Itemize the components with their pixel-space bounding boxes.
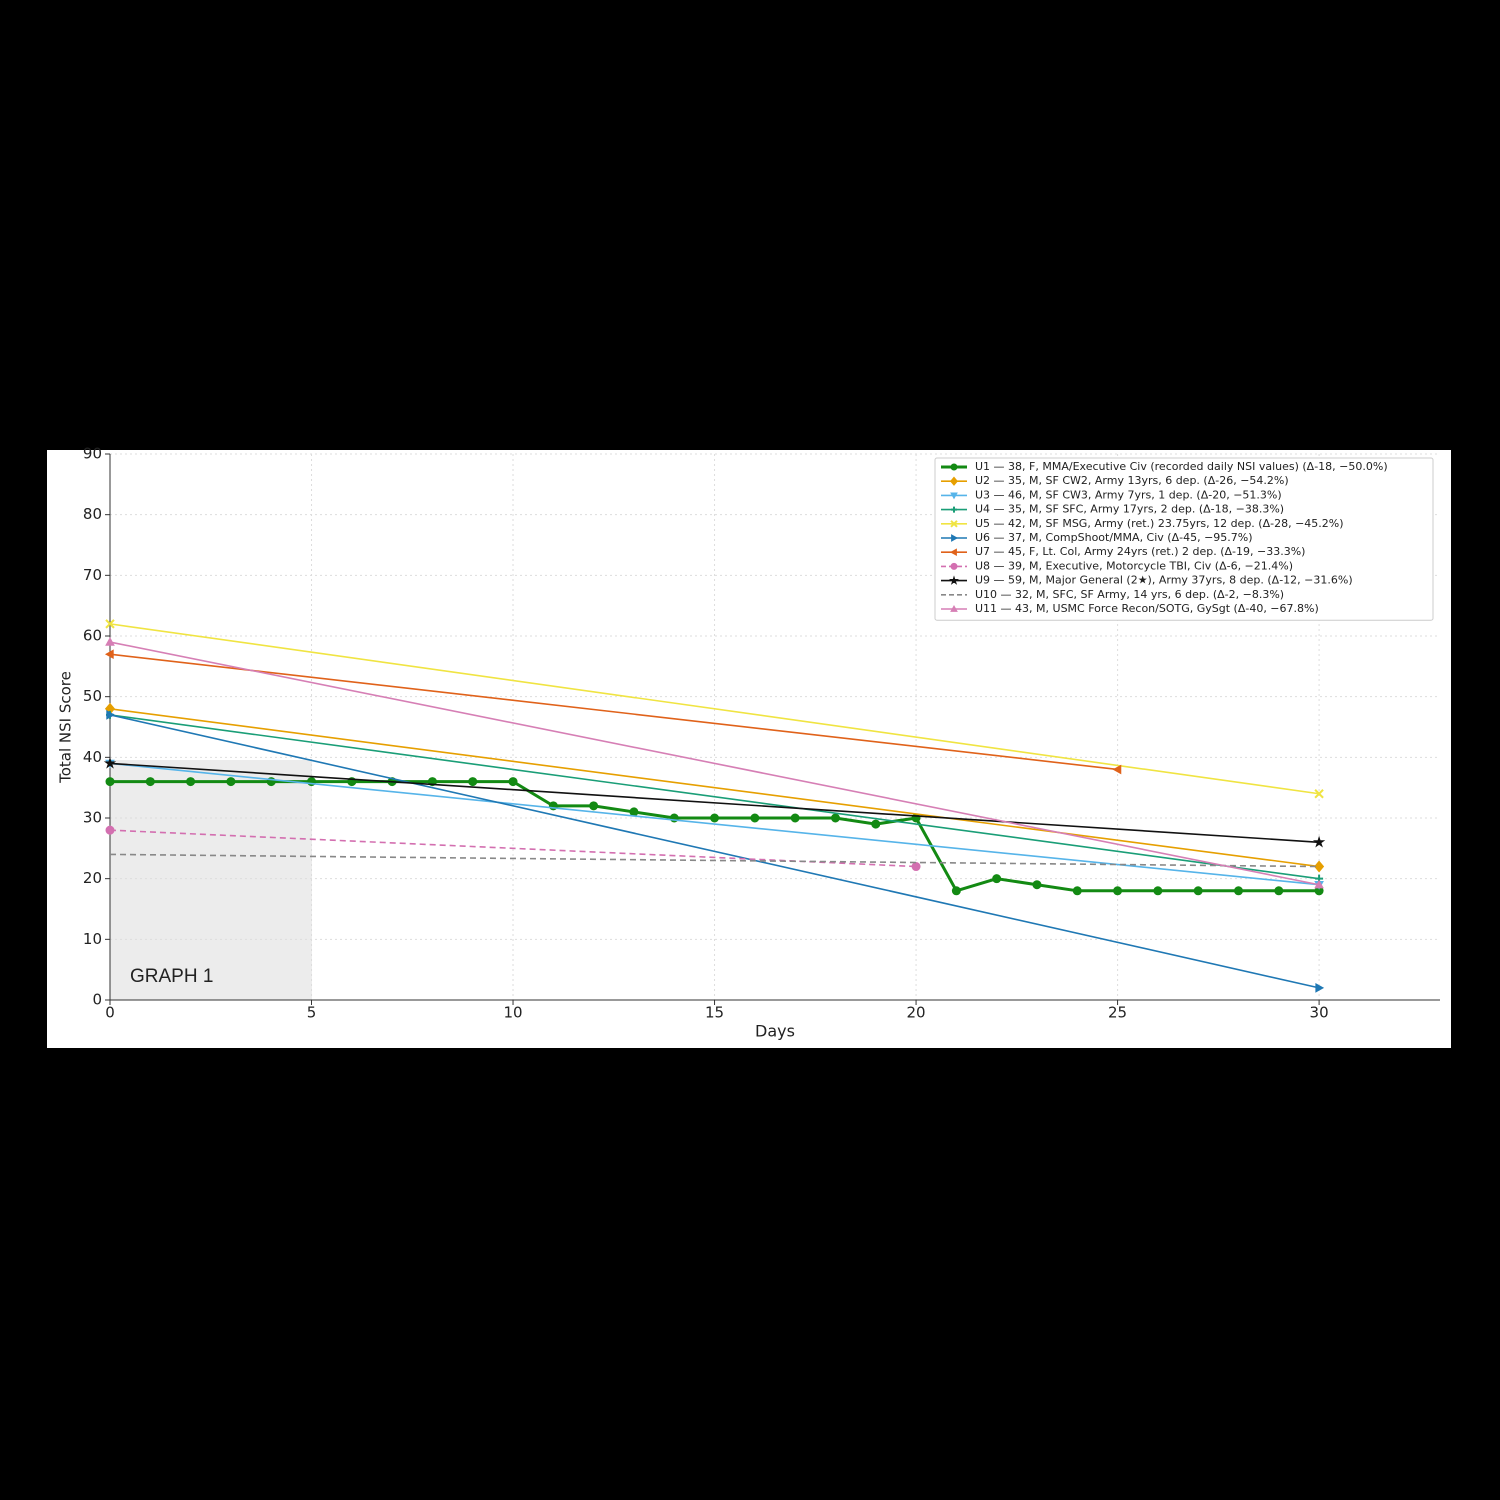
x-tick-label: 30 <box>1310 1004 1329 1022</box>
series-line <box>109 762 1320 844</box>
annotation: GRAPH 1 <box>130 966 213 987</box>
marker <box>105 825 115 835</box>
legend-label: U1 — 38, F, MMA/Executive Civ (recorded … <box>975 460 1388 473</box>
series-line <box>109 641 1320 886</box>
marker <box>103 756 117 769</box>
marker <box>104 649 114 660</box>
y-tick-label: 60 <box>83 627 102 645</box>
watermark-box <box>110 760 312 1000</box>
legend-label: U11 — 43, M, USMC Force Recon/SOTG, GySg… <box>975 602 1319 615</box>
y-axis-label: Total NSI Score <box>57 671 75 784</box>
marker <box>951 534 959 542</box>
marker <box>950 562 958 570</box>
x-tick-label: 0 <box>105 1004 115 1022</box>
legend-label: U10 — 32, M, SFC, SF Army, 14 yrs, 6 dep… <box>975 588 1284 601</box>
legend-label: U6 — 37, M, CompShoot/MMA, Civ (Δ-45, −9… <box>975 531 1253 544</box>
marker <box>1314 879 1324 889</box>
marker <box>1312 835 1326 848</box>
marker <box>1314 860 1325 873</box>
marker <box>1315 983 1325 993</box>
marker <box>948 575 960 585</box>
marker <box>950 476 958 486</box>
marker <box>1193 886 1203 896</box>
x-tick-label: 5 <box>307 1004 317 1022</box>
marker <box>1274 886 1284 896</box>
series-line <box>109 653 1118 771</box>
marker <box>186 777 196 787</box>
marker <box>1314 789 1324 799</box>
marker <box>949 548 957 557</box>
legend-label: U4 — 35, M, SF SFC, Army 17yrs, 2 dep. (… <box>975 503 1284 516</box>
legend-label: U9 — 59, M, Major General (2★), Army 37y… <box>975 574 1353 587</box>
marker <box>951 506 957 513</box>
x-tick-label: 10 <box>503 1004 522 1022</box>
y-tick-label: 80 <box>83 505 102 523</box>
series-line <box>109 714 1320 880</box>
y-tick-label: 50 <box>83 687 102 705</box>
legend-label: U8 — 39, M, Executive, Motorcycle TBI, C… <box>975 559 1293 572</box>
legend: U1 — 38, F, MMA/Executive Civ (recorded … <box>934 457 1434 621</box>
marker <box>226 777 236 787</box>
marker <box>1112 764 1122 775</box>
marker <box>1153 886 1163 896</box>
series-line <box>109 853 1320 868</box>
marker <box>911 862 921 872</box>
marker <box>106 710 116 720</box>
marker <box>105 637 115 646</box>
marker <box>589 801 599 811</box>
legend-box <box>934 457 1434 621</box>
marker <box>1072 886 1082 896</box>
y-tick-label: 20 <box>83 869 102 887</box>
y-tick-label: 40 <box>83 748 102 766</box>
marker <box>145 777 155 787</box>
legend-label: U2 — 35, M, SF CW2, Army 13yrs, 6 dep. (… <box>975 474 1289 487</box>
marker <box>992 874 1002 884</box>
y-tick-label: 70 <box>83 566 102 584</box>
marker <box>629 807 639 817</box>
marker <box>508 777 518 787</box>
y-tick-label: 10 <box>83 930 102 948</box>
marker <box>1113 886 1123 896</box>
marker <box>1233 886 1243 896</box>
x-tick-label: 25 <box>1108 1004 1127 1022</box>
y-tick-label: 90 <box>83 445 102 463</box>
marker <box>468 777 478 787</box>
marker <box>750 813 760 823</box>
y-tick-label: 0 <box>92 991 102 1009</box>
legend-label: U3 — 46, M, SF CW3, Army 7yrs, 1 dep. (Δ… <box>975 488 1282 501</box>
marker <box>950 520 958 528</box>
series-line <box>109 762 1320 886</box>
marker <box>951 886 961 896</box>
y-tick-label: 30 <box>83 809 102 827</box>
marker <box>710 813 720 823</box>
marker <box>950 604 958 612</box>
marker <box>105 777 115 787</box>
series-line <box>109 623 1320 795</box>
series-line <box>109 708 1320 868</box>
marker <box>790 813 800 823</box>
x-tick-label: 15 <box>705 1004 724 1022</box>
series-line <box>109 714 1320 989</box>
marker <box>950 463 958 471</box>
legend-label: U7 — 45, F, Lt. Col, Army 24yrs (ret.) 2… <box>975 545 1305 558</box>
marker <box>871 819 881 829</box>
x-tick-label: 20 <box>907 1004 926 1022</box>
marker <box>1032 880 1042 890</box>
marker <box>830 813 840 823</box>
marker <box>105 619 115 629</box>
legend-label: U5 — 42, M, SF MSG, Army (ret.) 23.75yrs… <box>975 517 1344 530</box>
x-axis-label: Days <box>755 1022 795 1041</box>
marker <box>950 492 958 500</box>
